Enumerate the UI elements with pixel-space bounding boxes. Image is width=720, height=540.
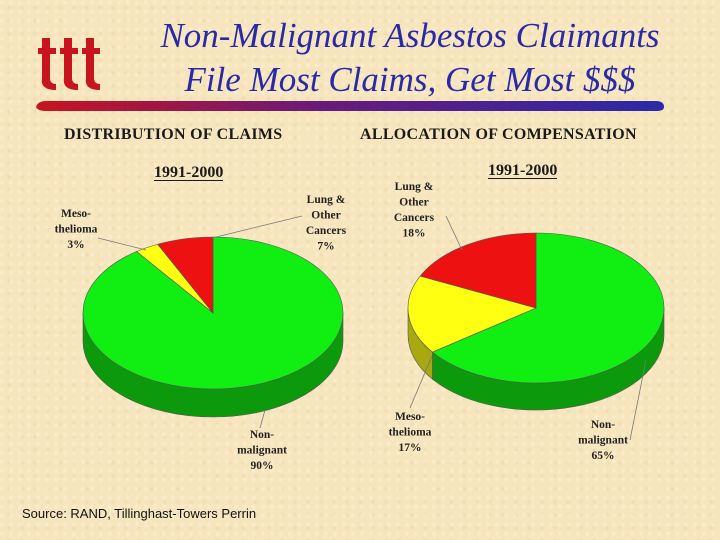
right-pie-chart: Non-malignant 65% Meso-thelioma 17% Lung & Ot…	[389, 181, 665, 462]
pie-slice-lung-other-cancers	[419, 232, 537, 309]
slice-label: Non-malignant 65%	[578, 419, 628, 462]
slice-label: Meso-thelioma 17%	[389, 411, 432, 454]
slice-label: Lung & Other Cancers 7%	[306, 194, 347, 253]
title-line-1: Non-Malignant Asbestos Claimants	[160, 16, 660, 55]
title-line-2: File Most Claims, Get Most $$$	[184, 60, 636, 99]
slice-label: Meso-thelioma 3%	[55, 208, 98, 251]
pie-slice-meso-thelioma	[407, 275, 537, 353]
title-underline	[36, 101, 664, 111]
leader-line	[409, 355, 433, 409]
slice-label: Lung & Other Cancers 18%	[394, 181, 435, 240]
leader-line	[259, 409, 266, 429]
left-chart-period: 1991-2000	[154, 164, 224, 181]
leader-line	[445, 215, 463, 251]
leader-line	[211, 215, 303, 239]
left-pie-chart: Non-malignant 90% Meso-thelioma 3% Lung & Oth…	[55, 194, 347, 472]
right-chart-period: 1991-2000	[488, 162, 558, 179]
leader-line	[629, 359, 647, 441]
pie-slice-non-malignant	[431, 232, 665, 384]
pie-slice-lung-other-cancers	[157, 236, 214, 314]
left-chart-heading: DISTRIBUTION OF CLAIMS	[64, 126, 283, 143]
right-chart-heading: ALLOCATION OF COMPENSATION	[360, 126, 637, 143]
leader-line	[97, 237, 147, 251]
slide-title: Non-Malignant Asbestos Claimants File Mo…	[110, 14, 710, 102]
iii-logo-icon	[38, 38, 100, 90]
source-note: Source: RAND, Tillinghast-Towers Perrin	[22, 506, 257, 521]
slice-label: Non-malignant 90%	[237, 429, 287, 472]
